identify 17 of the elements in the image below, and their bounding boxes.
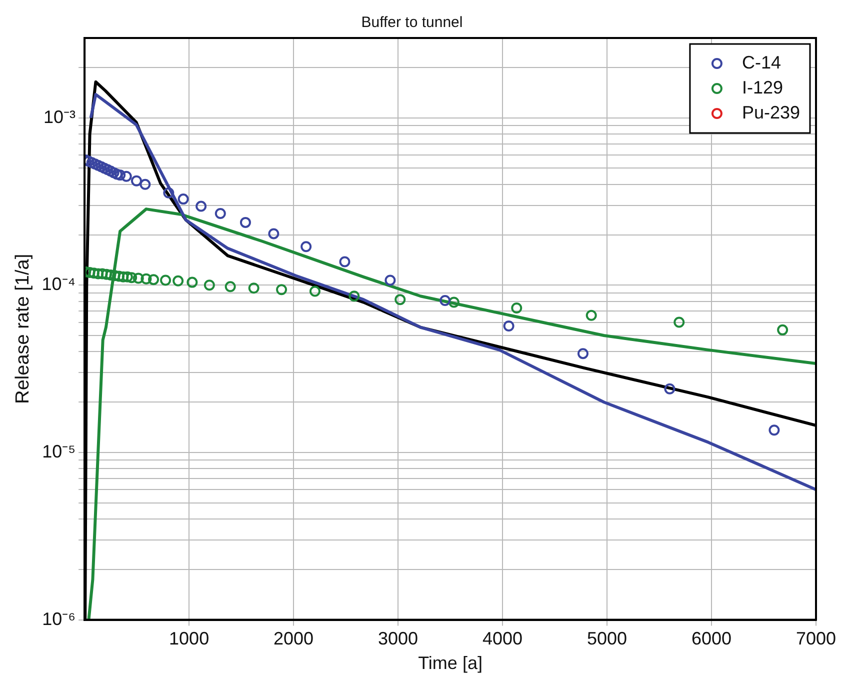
x-tick-label: 5000 bbox=[586, 628, 628, 649]
x-tick-label: 7000 bbox=[796, 628, 836, 649]
y-tick-label: 10⁻⁶ bbox=[42, 608, 76, 629]
x-tick-label: 3000 bbox=[378, 628, 418, 649]
legend-label: Pu-239 bbox=[742, 102, 800, 122]
y-tick-label: 10⁻⁴ bbox=[42, 274, 76, 294]
legend-label: C-14 bbox=[742, 52, 781, 72]
y-tick-label: 10⁻³ bbox=[44, 106, 76, 127]
x-tick-label: 6000 bbox=[691, 628, 732, 649]
y-tick-label: 10⁻⁵ bbox=[42, 441, 76, 462]
x-tick-label: 1000 bbox=[169, 628, 210, 649]
x-axis-title: Time [a] bbox=[418, 653, 482, 674]
x-tick-label: 4000 bbox=[482, 628, 523, 649]
legend-label: I-129 bbox=[742, 77, 783, 98]
chart-title: Buffer to tunnel bbox=[361, 14, 463, 32]
x-tick-label: 2000 bbox=[274, 628, 314, 649]
y-axis-title: Release rate [1/a] bbox=[12, 254, 34, 404]
